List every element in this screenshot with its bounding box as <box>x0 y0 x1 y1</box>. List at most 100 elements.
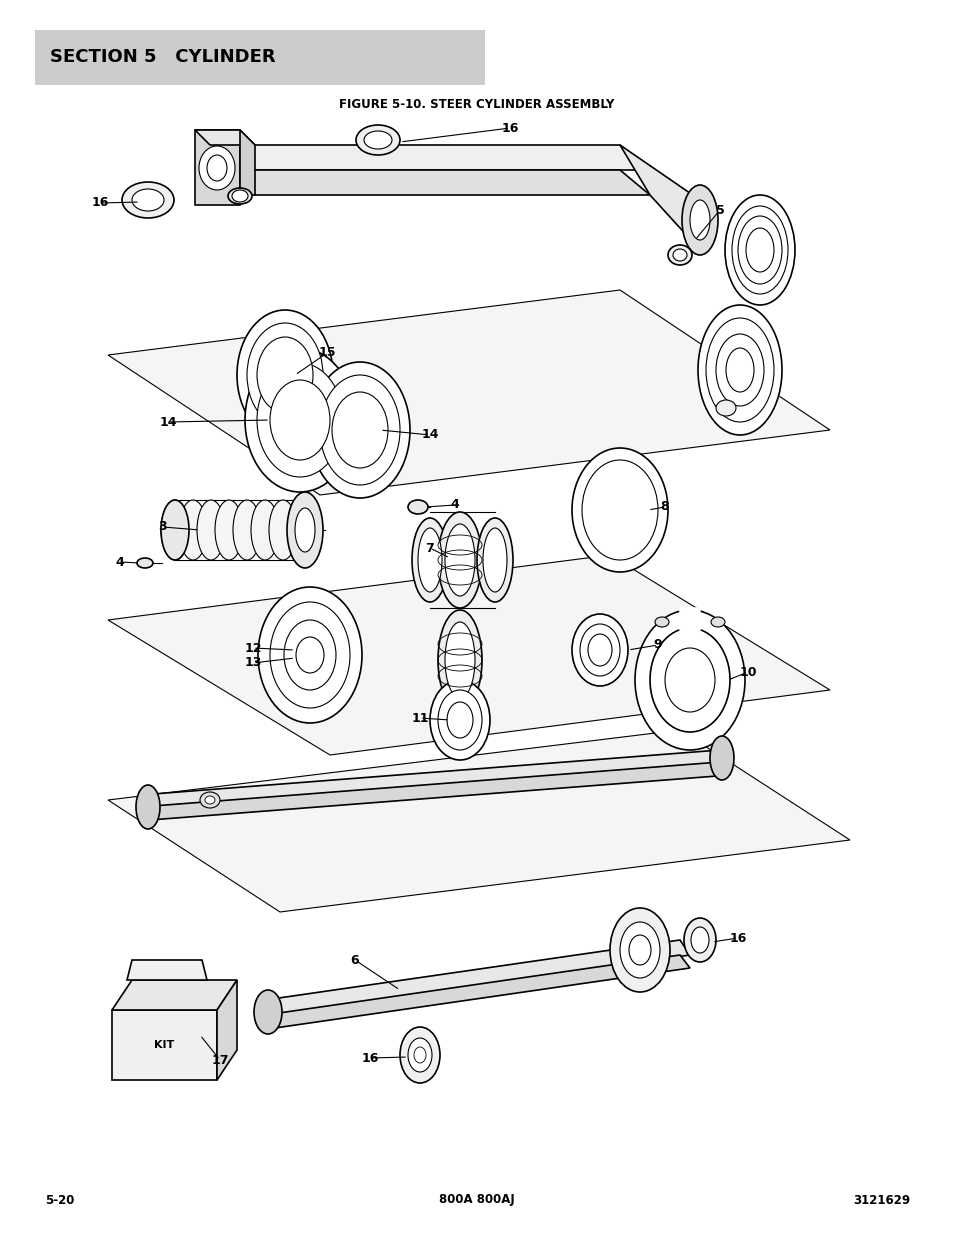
Ellipse shape <box>137 558 152 568</box>
Ellipse shape <box>199 146 234 190</box>
Ellipse shape <box>430 680 490 760</box>
Ellipse shape <box>161 500 189 559</box>
Polygon shape <box>194 130 240 205</box>
Polygon shape <box>205 144 649 170</box>
Text: 12: 12 <box>244 641 261 655</box>
Ellipse shape <box>200 792 220 808</box>
Text: 800A 800AJ: 800A 800AJ <box>438 1193 515 1207</box>
Text: 9: 9 <box>653 638 661 652</box>
Ellipse shape <box>408 1037 432 1072</box>
Ellipse shape <box>207 156 227 182</box>
Polygon shape <box>216 981 236 1079</box>
Text: 10: 10 <box>739 666 756 678</box>
Ellipse shape <box>161 500 189 559</box>
Polygon shape <box>112 1010 216 1079</box>
Polygon shape <box>265 955 689 1028</box>
Polygon shape <box>108 290 829 495</box>
Ellipse shape <box>284 620 335 690</box>
Text: KIT: KIT <box>153 1040 174 1050</box>
Ellipse shape <box>233 500 261 559</box>
Ellipse shape <box>476 517 513 601</box>
Ellipse shape <box>251 500 278 559</box>
Ellipse shape <box>253 990 282 1034</box>
Ellipse shape <box>136 785 160 829</box>
Ellipse shape <box>399 1028 439 1083</box>
Text: 3121629: 3121629 <box>852 1193 909 1207</box>
Ellipse shape <box>444 524 475 597</box>
Ellipse shape <box>355 125 399 156</box>
Text: 5-20: 5-20 <box>45 1193 74 1207</box>
Ellipse shape <box>179 500 207 559</box>
Ellipse shape <box>710 618 724 627</box>
Ellipse shape <box>745 228 773 272</box>
Ellipse shape <box>214 500 243 559</box>
Ellipse shape <box>609 908 669 992</box>
Ellipse shape <box>414 1047 426 1063</box>
Text: 6: 6 <box>351 953 359 967</box>
Ellipse shape <box>724 195 794 305</box>
Text: 11: 11 <box>411 711 428 725</box>
Polygon shape <box>205 170 649 195</box>
Ellipse shape <box>437 513 481 608</box>
Ellipse shape <box>247 324 323 427</box>
Text: 8: 8 <box>660 500 669 514</box>
Ellipse shape <box>725 348 753 391</box>
Ellipse shape <box>257 587 361 722</box>
Ellipse shape <box>619 923 659 978</box>
Text: 7: 7 <box>425 541 434 555</box>
Ellipse shape <box>236 310 333 440</box>
Ellipse shape <box>664 648 714 713</box>
Ellipse shape <box>649 629 729 732</box>
Ellipse shape <box>364 131 392 149</box>
Ellipse shape <box>482 529 506 592</box>
Ellipse shape <box>122 182 173 219</box>
Text: 14: 14 <box>159 415 176 429</box>
Polygon shape <box>265 940 689 1015</box>
Ellipse shape <box>437 690 481 750</box>
Polygon shape <box>112 981 236 1010</box>
Ellipse shape <box>245 348 355 492</box>
Polygon shape <box>108 730 849 911</box>
Ellipse shape <box>256 337 313 412</box>
Ellipse shape <box>587 634 612 666</box>
Ellipse shape <box>705 317 773 422</box>
Polygon shape <box>194 130 254 144</box>
Ellipse shape <box>228 188 252 204</box>
Ellipse shape <box>447 701 473 739</box>
Ellipse shape <box>698 305 781 435</box>
Ellipse shape <box>690 927 708 953</box>
Text: 3: 3 <box>158 520 167 534</box>
Ellipse shape <box>310 362 410 498</box>
Text: 14: 14 <box>421 429 438 441</box>
Ellipse shape <box>681 185 718 254</box>
Polygon shape <box>140 762 729 820</box>
Ellipse shape <box>287 492 323 568</box>
Text: 5: 5 <box>715 204 723 216</box>
Ellipse shape <box>232 190 248 203</box>
Ellipse shape <box>689 200 709 240</box>
Ellipse shape <box>716 333 763 406</box>
Ellipse shape <box>655 618 668 627</box>
Ellipse shape <box>412 517 448 601</box>
Text: 16: 16 <box>91 196 109 210</box>
Text: 4: 4 <box>115 556 124 568</box>
Ellipse shape <box>270 380 330 459</box>
Ellipse shape <box>581 459 658 559</box>
Ellipse shape <box>572 448 667 572</box>
Ellipse shape <box>709 736 733 781</box>
Ellipse shape <box>628 935 650 965</box>
Text: SECTION 5   CYLINDER: SECTION 5 CYLINDER <box>50 48 275 65</box>
Ellipse shape <box>270 601 350 708</box>
Ellipse shape <box>716 400 735 416</box>
Ellipse shape <box>579 624 619 676</box>
FancyBboxPatch shape <box>35 30 484 85</box>
Ellipse shape <box>295 637 324 673</box>
Ellipse shape <box>256 363 343 477</box>
Text: 16: 16 <box>361 1051 378 1065</box>
Ellipse shape <box>683 918 716 962</box>
Text: 16: 16 <box>500 121 518 135</box>
Ellipse shape <box>444 622 475 698</box>
Polygon shape <box>140 750 729 806</box>
Text: 17: 17 <box>211 1053 229 1067</box>
Polygon shape <box>240 130 254 195</box>
